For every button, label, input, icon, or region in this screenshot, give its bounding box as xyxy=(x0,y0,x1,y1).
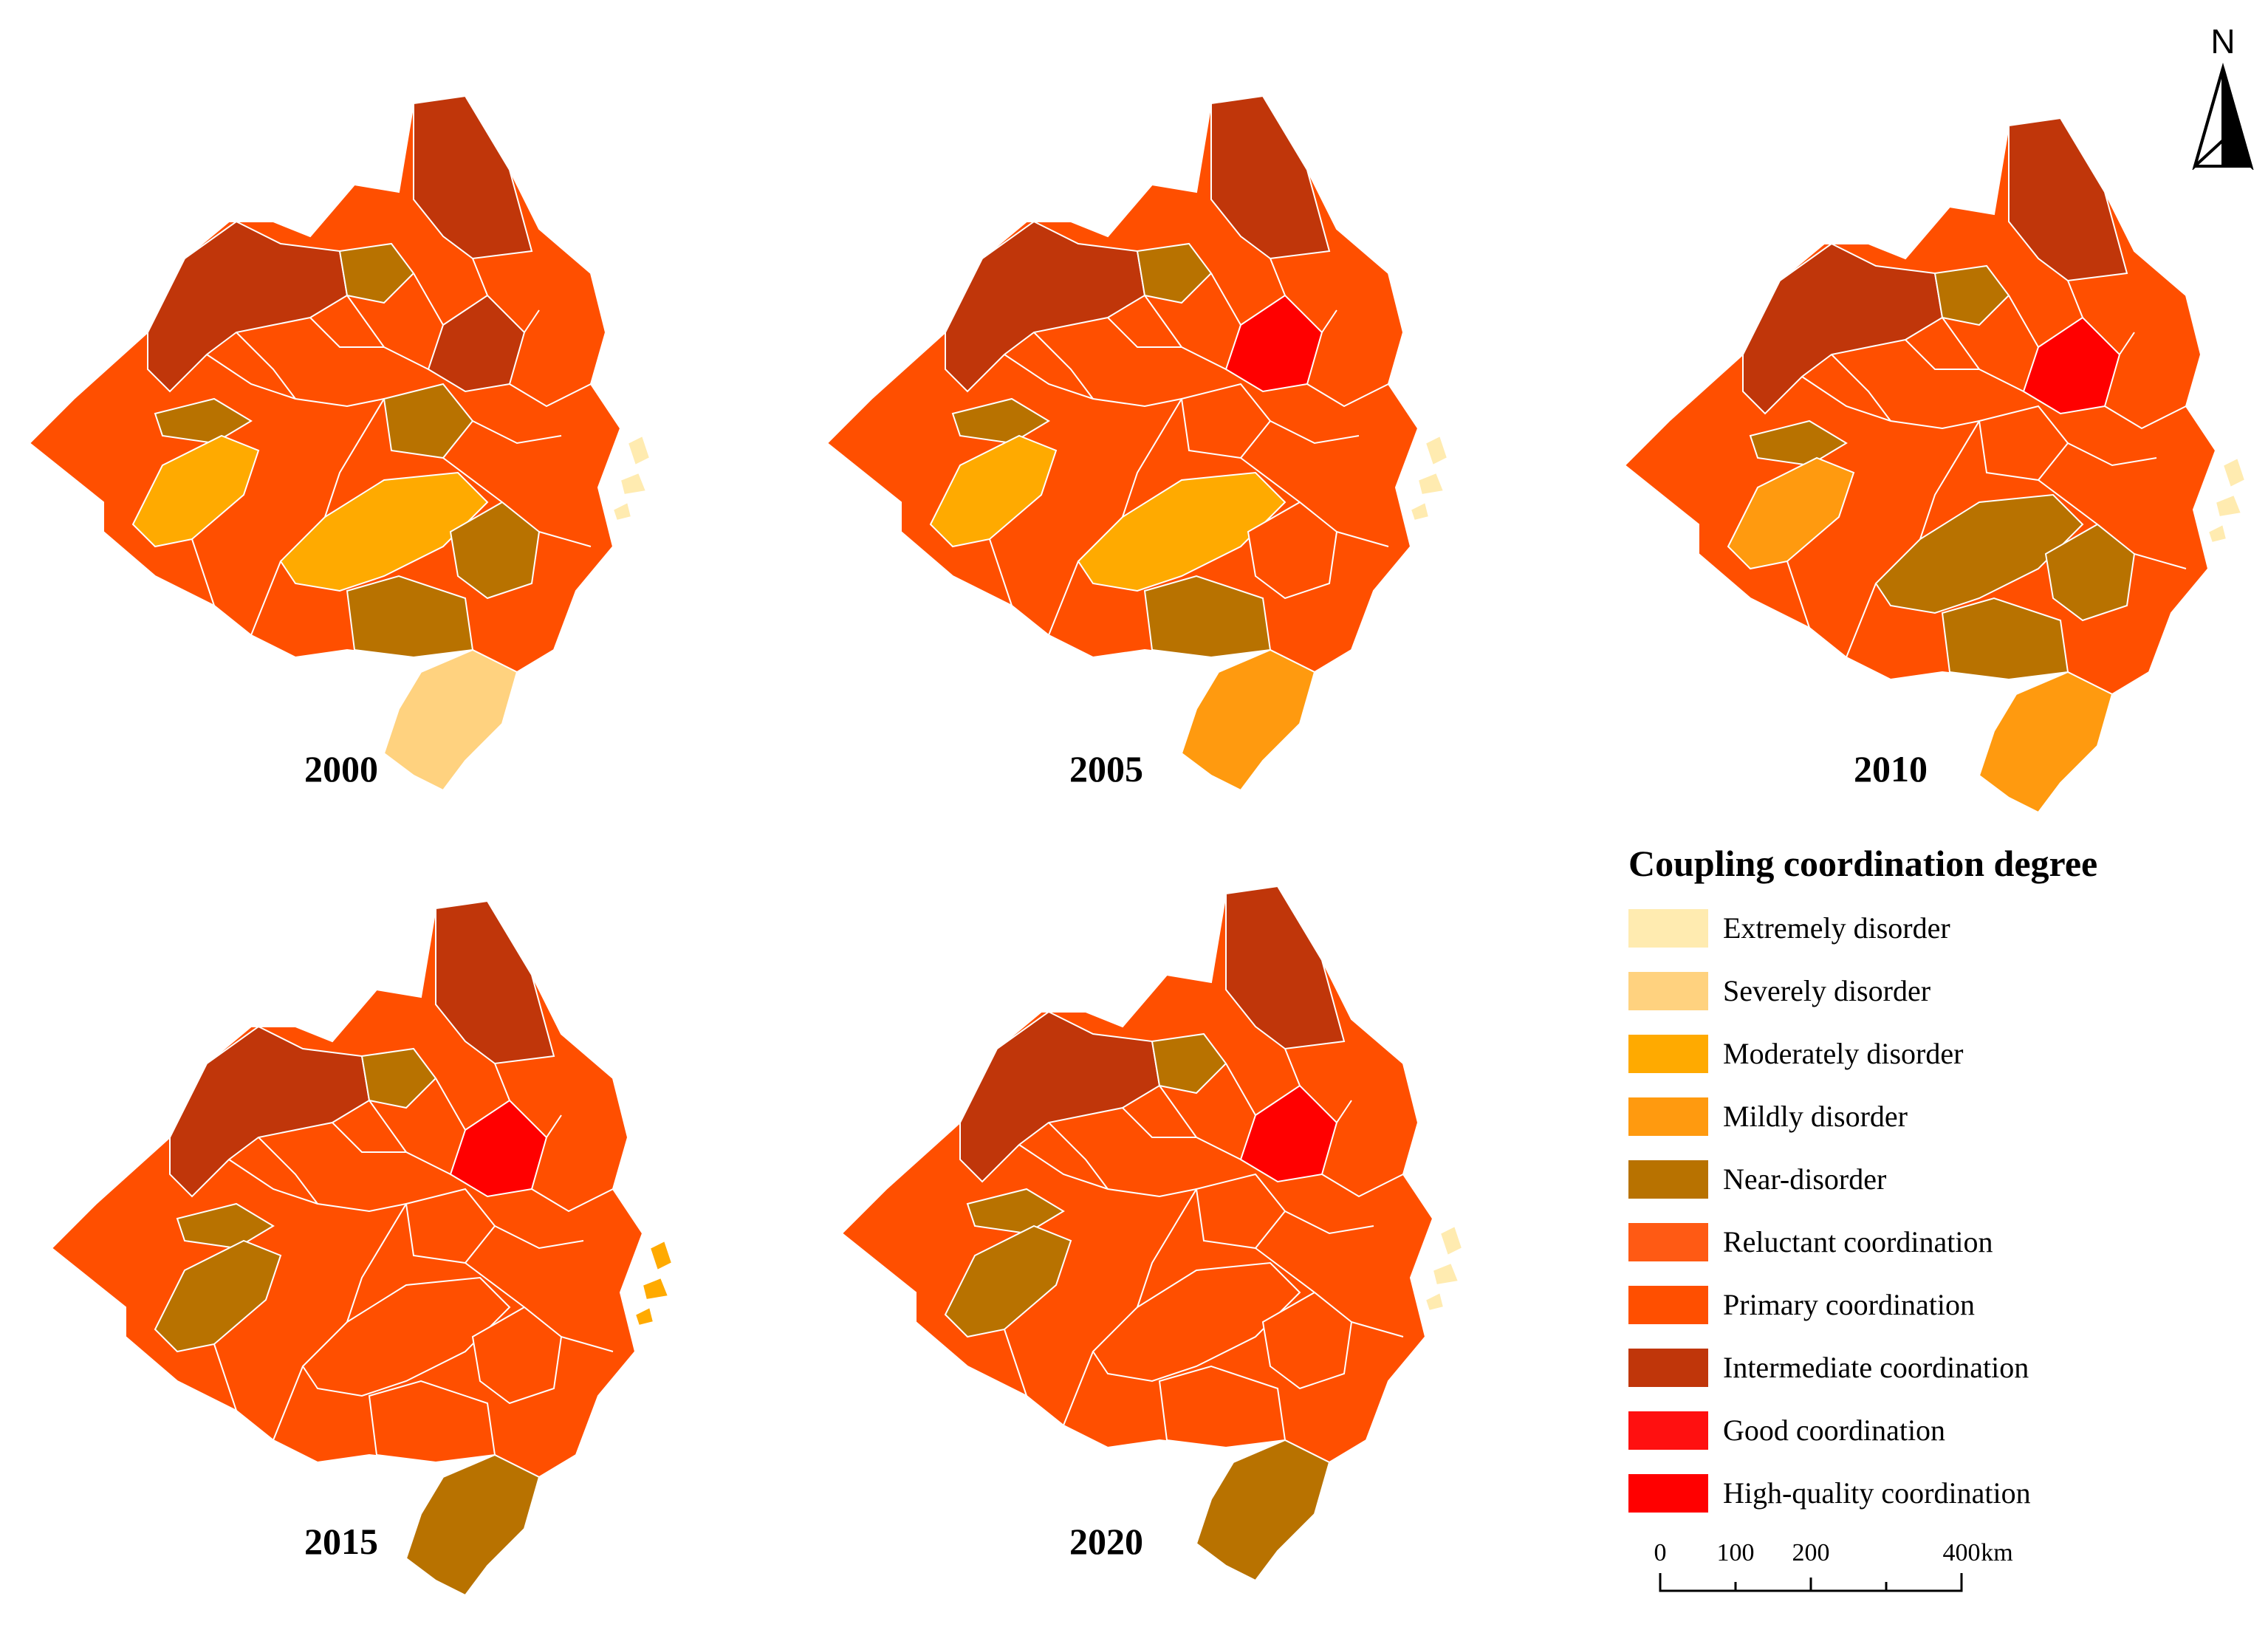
legend-label: Severely disorder xyxy=(1723,974,1931,1007)
legend-swatch xyxy=(1628,908,1708,948)
north-arrow-icon: N xyxy=(2192,22,2254,170)
year-label-2020: 2020 xyxy=(1069,1521,1143,1562)
legend-label: Moderately disorder xyxy=(1723,1037,1964,1070)
legend-item: Good coordination xyxy=(1628,1399,2190,1462)
region-central xyxy=(1180,383,1272,459)
region-islands xyxy=(634,1239,674,1327)
region-central xyxy=(1195,1173,1287,1250)
legend-item: Near-disorder xyxy=(1628,1148,2190,1210)
region-far-south xyxy=(383,648,518,792)
region-central-north xyxy=(1933,264,2010,326)
scale-tick-400: 400 xyxy=(1943,1539,1981,1566)
region-southwest-belt xyxy=(1727,456,1855,570)
region-west-strip xyxy=(951,397,1050,445)
admin-boundaries xyxy=(989,258,1389,636)
legend-item: Reluctant coordination xyxy=(1628,1210,2190,1273)
region-central-north xyxy=(1136,242,1213,304)
region-islands xyxy=(1409,434,1449,522)
legend-swatch xyxy=(1628,1411,1708,1450)
map-2000 xyxy=(28,89,679,798)
year-label-2015: 2015 xyxy=(304,1521,378,1562)
region-north xyxy=(1210,95,1331,260)
admin-boundaries xyxy=(213,1063,614,1441)
region-islands xyxy=(1424,1224,1464,1312)
north-label: N xyxy=(2210,22,2235,61)
region-southwest-belt xyxy=(944,1224,1072,1338)
region-west-strip xyxy=(1749,419,1848,467)
map-2005 xyxy=(826,89,1477,798)
map-2020 xyxy=(840,879,1492,1588)
legend-label: Intermediate coordination xyxy=(1723,1351,2029,1384)
legend-title: Coupling coordination degree xyxy=(1628,843,2098,884)
legend-label: Primary coordination xyxy=(1723,1288,1976,1321)
legend-items: Extremely disorder Severely disorder Moder… xyxy=(1628,897,2190,1524)
region-far-south xyxy=(1195,1439,1331,1582)
legend: Coupling coordination degree Extremely d… xyxy=(1628,842,2190,1524)
region-central xyxy=(405,1188,496,1264)
map-2015 xyxy=(50,894,702,1603)
region-west-strip xyxy=(154,397,253,445)
legend-item: High-quality coordination xyxy=(1628,1462,2190,1524)
legend-swatch xyxy=(1628,1160,1708,1199)
region-central-north xyxy=(1151,1032,1227,1095)
region-north xyxy=(2008,117,2128,282)
region-islands xyxy=(2207,456,2247,544)
region-southwest-belt xyxy=(929,434,1058,548)
scale-tick-0: 0 xyxy=(1654,1539,1667,1566)
legend-label: Mildly disorder xyxy=(1723,1100,1908,1133)
scale-bar: 0 100 200 400 km xyxy=(1654,1539,2013,1592)
region-central-north xyxy=(360,1047,437,1109)
region-central-north xyxy=(338,242,415,304)
legend-label: Near-disorder xyxy=(1723,1162,1887,1196)
legend-label: Reluctant coordination xyxy=(1723,1225,1993,1258)
legend-label: Extremely disorder xyxy=(1723,911,1950,945)
region-central xyxy=(383,383,474,459)
legend-item: Intermediate coordination xyxy=(1628,1336,2190,1399)
region-north xyxy=(1225,885,1346,1050)
scale-tick-100: 100 xyxy=(1717,1539,1755,1566)
year-label-2005: 2005 xyxy=(1069,748,1143,789)
region-islands xyxy=(611,434,651,522)
legend-swatch xyxy=(1628,971,1708,1010)
region-central xyxy=(1978,405,2069,482)
region-west-strip xyxy=(176,1202,275,1250)
legend-item: Extremely disorder xyxy=(1628,897,2190,959)
legend-swatch xyxy=(1628,1285,1708,1324)
legend-swatch xyxy=(1628,1097,1708,1136)
region-far-south xyxy=(405,1453,541,1597)
legend-item: Moderately disorder xyxy=(1628,1022,2190,1085)
legend-swatch xyxy=(1628,1222,1708,1261)
map-2010 xyxy=(1623,111,2268,820)
legend-item: Severely disorder xyxy=(1628,959,2190,1022)
admin-boundaries xyxy=(1786,280,2187,658)
region-north xyxy=(413,95,533,260)
scale-tick-200: 200 xyxy=(1792,1539,1830,1566)
year-label-2000: 2000 xyxy=(304,748,378,789)
admin-boundaries xyxy=(191,258,592,636)
admin-boundaries xyxy=(1004,1048,1404,1426)
legend-swatch xyxy=(1628,1034,1708,1073)
region-southwest-belt xyxy=(154,1239,282,1353)
region-far-south xyxy=(1978,671,2114,814)
year-label-2010: 2010 xyxy=(1854,748,1928,789)
legend-label: Good coordination xyxy=(1723,1414,1946,1447)
legend-swatch xyxy=(1628,1348,1708,1387)
region-far-south xyxy=(1180,648,1316,792)
legend-item: Mildly disorder xyxy=(1628,1085,2190,1148)
region-west-strip xyxy=(966,1188,1065,1235)
region-southwest-belt xyxy=(131,434,260,548)
scale-unit: km xyxy=(1981,1539,2012,1566)
legend-item: Primary coordination xyxy=(1628,1273,2190,1336)
region-north xyxy=(435,900,555,1065)
legend-label: High-quality coordination xyxy=(1723,1476,2031,1510)
legend-swatch xyxy=(1628,1473,1708,1513)
